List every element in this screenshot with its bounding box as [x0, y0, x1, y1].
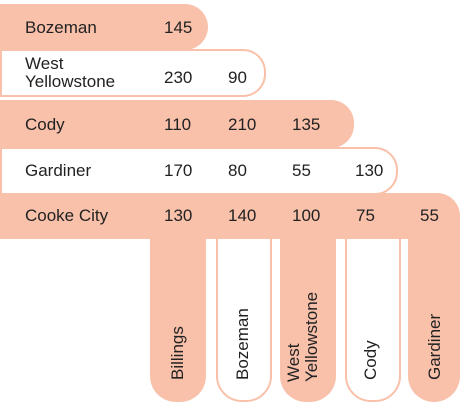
column-label-line: Cody — [361, 340, 380, 380]
row-bar-cooke-city — [0, 193, 460, 239]
cell-value: 80 — [228, 161, 247, 180]
row-label-gardiner: Gardiner — [25, 162, 91, 180]
column-bar-gardiner — [408, 226, 460, 402]
cell-value: 55 — [420, 206, 439, 225]
cell-value: 170 — [164, 161, 193, 180]
row-bar-bozeman — [0, 4, 208, 50]
row-label-line: Yellowstone — [25, 72, 116, 91]
column-label-west-yellowstone: West Yellowstone — [284, 291, 321, 382]
cell-value: 140 — [228, 206, 257, 225]
row-label-line: Gardiner — [25, 161, 92, 180]
column-label-gardiner: Gardiner — [425, 313, 444, 380]
row-bar-cody — [0, 100, 354, 148]
column-label-line: Gardiner — [425, 313, 444, 380]
column-label-bozeman: Bozeman — [233, 308, 252, 380]
column-label-line: Yellowstone — [302, 291, 321, 382]
cell-value: 130 — [355, 161, 384, 180]
row-label-line: Bozeman — [25, 18, 97, 37]
column-label-cody: Cody — [361, 340, 380, 380]
row-label-west-yellowstone: West Yellowstone — [25, 55, 115, 91]
column-label-line: West — [284, 343, 303, 382]
column-bar-west-yellowstone — [280, 226, 336, 402]
row-label-line: West — [25, 54, 64, 73]
row-bar-west-yellowstone — [0, 49, 266, 97]
row-label-line: Cooke City — [25, 206, 109, 225]
row-label-cooke-city: Cooke City — [25, 207, 108, 225]
cell-value: 55 — [292, 161, 311, 180]
row-label-cody: Cody — [25, 116, 65, 134]
column-bar-bozeman — [216, 226, 272, 402]
row-bar-gardiner — [0, 147, 398, 195]
cell-value: 210 — [228, 115, 257, 134]
column-label-line: Bozeman — [233, 308, 252, 380]
cell-value: 90 — [228, 68, 247, 87]
row-label-line: Cody — [25, 115, 65, 134]
column-bar-billings — [150, 226, 206, 402]
cell-value: 100 — [292, 206, 321, 225]
column-label-line: Billings — [168, 326, 187, 380]
row-label-bozeman: Bozeman — [25, 19, 97, 37]
cell-value: 230 — [164, 68, 193, 87]
cell-value: 135 — [292, 115, 321, 134]
cell-value: 75 — [356, 206, 375, 225]
column-label-billings: Billings — [168, 326, 187, 380]
cell-value: 130 — [164, 206, 193, 225]
cell-value: 110 — [164, 115, 192, 134]
cell-value: 145 — [164, 18, 193, 37]
